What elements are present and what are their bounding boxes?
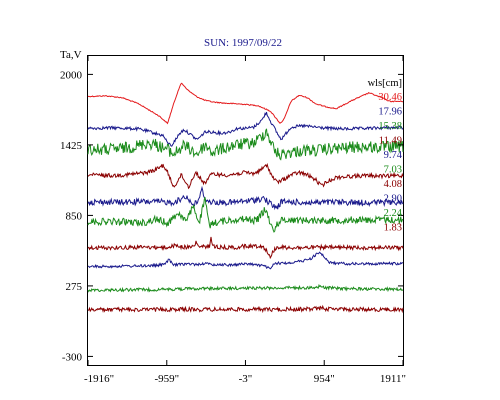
legend-entry: 2.24 xyxy=(384,208,403,219)
series-line-7-03 xyxy=(87,197,404,233)
series-line-2-24 xyxy=(87,283,404,293)
legend-layer: 30.46 17.96 15.38 11.49 9.74 7.03 4.08 2.90 2.24… xyxy=(378,92,402,234)
x-tick-label: 1911" xyxy=(380,373,406,385)
legend-title: wls[cm] xyxy=(368,78,402,89)
legend-entry: 15.38 xyxy=(378,121,402,132)
x-tick-label: -1916" xyxy=(84,373,114,385)
series-line-2-90 xyxy=(87,251,403,270)
chart-title: SUN: 1997/09/22 xyxy=(204,37,282,49)
series-line-4-08 xyxy=(87,236,404,260)
y-tick-label: 275 xyxy=(66,281,83,293)
x-tick-label: -3" xyxy=(239,373,253,385)
legend-entry: 9.74 xyxy=(384,150,403,161)
series-line-30-46 xyxy=(87,82,404,125)
legend-entry: 11.49 xyxy=(379,136,402,147)
series-line-9-74 xyxy=(87,185,404,211)
series-line-15-38 xyxy=(87,128,404,161)
y-axis-title: Ta,V xyxy=(60,49,82,61)
plot-frame xyxy=(87,55,404,366)
x-tick-label: 954" xyxy=(314,373,335,385)
y-tick-label: 1425 xyxy=(60,140,83,152)
series-line-17-96 xyxy=(87,111,404,147)
legend-entry: 30.46 xyxy=(378,92,402,103)
series-line-1-83 xyxy=(87,304,404,314)
legend-entry: 4.08 xyxy=(384,179,402,190)
y-tick-label: -300 xyxy=(62,351,83,363)
legend-entry: 1.83 xyxy=(384,223,402,234)
series-line-11-49 xyxy=(87,162,404,190)
legend-entry: 2.90 xyxy=(384,194,402,205)
x-tick-label: -959" xyxy=(154,373,179,385)
ticks-layer: 2000 1425 850 275 -300-1916" -959" -3" 954" 1911… xyxy=(60,56,406,385)
y-tick-label: 2000 xyxy=(60,69,83,81)
series-layer xyxy=(87,82,404,314)
legend-entry: 17.96 xyxy=(378,107,402,118)
legend-entry: 7.03 xyxy=(384,165,402,176)
y-tick-label: 850 xyxy=(66,210,83,222)
